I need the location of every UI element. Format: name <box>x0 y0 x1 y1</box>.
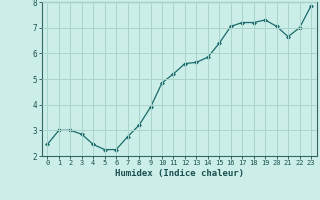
X-axis label: Humidex (Indice chaleur): Humidex (Indice chaleur) <box>115 169 244 178</box>
